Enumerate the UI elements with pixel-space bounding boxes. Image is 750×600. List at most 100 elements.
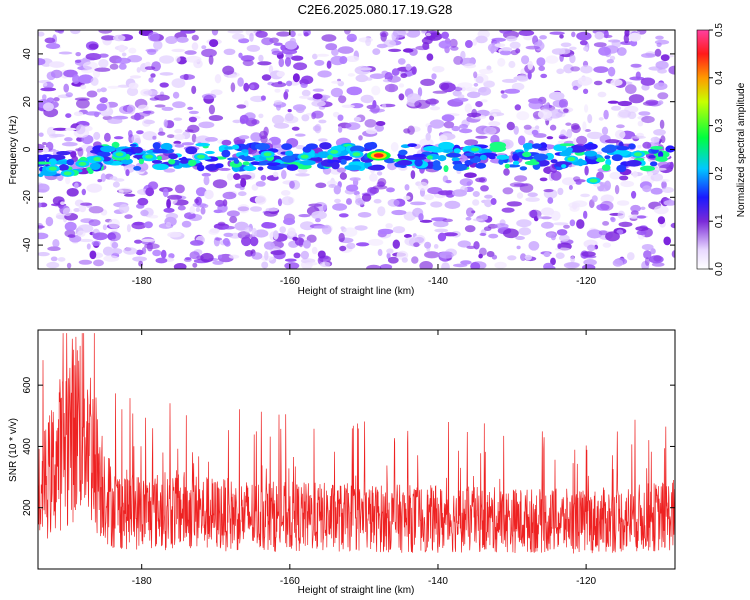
band-cell <box>648 155 656 159</box>
heatmap-cell <box>250 84 255 90</box>
heatmap-cell <box>341 104 355 109</box>
heatmap-cell <box>303 32 309 37</box>
heatmap-cell <box>86 90 98 98</box>
x-tick-label: -120 <box>576 276 596 287</box>
band-cell <box>257 166 264 171</box>
heatmap-cell <box>313 225 329 229</box>
heatmap-cell <box>357 212 372 218</box>
band-cell <box>100 145 116 153</box>
heatmap-cell <box>144 66 156 70</box>
heatmap-cell <box>555 252 565 259</box>
heatmap-cell <box>96 103 108 111</box>
heatmap-cell <box>254 195 267 205</box>
heatmap-cell <box>576 135 588 145</box>
heatmap-cell <box>79 238 94 243</box>
heatmap-cell <box>147 214 159 219</box>
band-cell <box>205 164 219 171</box>
heatmap-cell <box>188 116 197 123</box>
heatmap-cell <box>439 135 448 142</box>
heatmap-cell <box>642 185 652 193</box>
heatmap-cell <box>536 57 546 67</box>
heatmap-cell <box>641 115 655 124</box>
heatmap-cell <box>488 121 501 127</box>
band-cell <box>111 141 120 149</box>
heatmap-cell <box>386 187 395 193</box>
heatmap-cell <box>490 198 497 205</box>
heatmap-cell <box>38 232 49 240</box>
heatmap-cell <box>308 203 323 207</box>
band-cell <box>384 158 396 164</box>
heatmap-cell <box>587 114 593 124</box>
heatmap-cell <box>183 73 189 81</box>
heatmap-cell <box>97 179 102 183</box>
heatmap-cell <box>75 52 81 57</box>
heatmap-cell <box>128 82 139 90</box>
band-cell <box>628 143 636 150</box>
hot-spot-core <box>471 147 480 152</box>
heatmap-cell <box>616 47 627 56</box>
heatmap-cell <box>638 111 651 116</box>
heatmap-cell <box>65 127 77 131</box>
heatmap-cell <box>598 230 608 236</box>
heatmap-cell <box>98 53 109 58</box>
hot-spot-core <box>330 149 339 154</box>
band-cell <box>152 148 169 154</box>
heatmap-cell <box>420 78 435 86</box>
heatmap-cell <box>433 220 449 228</box>
heatmap-cell <box>584 104 589 113</box>
hot-spot-core <box>48 166 57 171</box>
heatmap-cell <box>331 48 339 56</box>
heatmap-cell <box>475 177 486 183</box>
heatmap-cell <box>260 95 266 101</box>
heatmap-cell <box>338 95 347 104</box>
heatmap-cell <box>557 187 564 196</box>
band-cell <box>243 165 257 172</box>
heatmap-cell <box>144 243 160 250</box>
heatmap-cell <box>499 50 512 56</box>
band-cell <box>53 160 71 165</box>
heatmap-cell <box>417 181 429 191</box>
heatmap-cell <box>606 59 614 64</box>
heatmap-cell <box>614 184 620 195</box>
heatmap-cell <box>281 196 294 206</box>
band-cell <box>479 154 487 161</box>
heatmap-cell <box>82 61 98 70</box>
heatmap-cell <box>344 30 351 35</box>
heatmap-cell <box>261 261 269 269</box>
heatmap-cell <box>147 49 157 55</box>
heatmap-cell <box>604 30 609 39</box>
band-cell <box>522 142 534 150</box>
heatmap-cell <box>354 225 368 231</box>
heatmap-cell <box>372 185 388 190</box>
band-cell <box>430 148 445 153</box>
heatmap-cell <box>255 30 268 38</box>
band-cell <box>56 151 71 156</box>
band-cell <box>38 161 51 165</box>
heatmap-cell <box>580 65 593 74</box>
heatmap-cell <box>249 236 259 247</box>
heatmap-cell <box>480 185 489 192</box>
heatmap-cell <box>188 110 199 115</box>
x-tick-label: -180 <box>132 576 152 587</box>
heatmap-cell <box>57 30 65 34</box>
heatmap-cell <box>66 262 72 269</box>
heatmap-cell <box>85 53 102 61</box>
heatmap-cell <box>62 207 72 217</box>
heatmap-cell <box>76 124 86 135</box>
heatmap-cell <box>191 133 197 143</box>
heatmap-cell <box>77 230 86 237</box>
heatmap-cell <box>657 92 669 100</box>
band-cell <box>566 147 573 153</box>
y-tick-label: 200 <box>22 499 33 516</box>
heatmap-cell <box>301 75 314 85</box>
heatmap-cell <box>433 244 439 249</box>
band-cell <box>611 154 623 162</box>
heatmap-cell <box>583 88 589 95</box>
heatmap-cell <box>222 65 235 76</box>
band-cell <box>616 146 630 151</box>
heatmap-cell <box>286 80 293 87</box>
heatmap-cell <box>570 66 581 72</box>
heatmap-cell <box>315 218 321 223</box>
heatmap-cell <box>201 45 207 50</box>
heatmap-cell <box>571 124 581 134</box>
